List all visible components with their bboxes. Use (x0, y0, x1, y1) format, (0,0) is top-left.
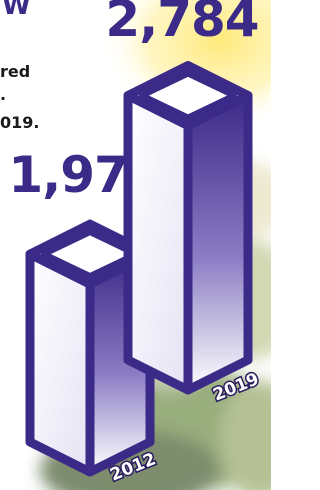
bar-side-face (188, 96, 248, 390)
cropped-text: . (0, 85, 6, 104)
bar-front-face (30, 254, 90, 472)
bar-front-face (128, 96, 188, 390)
value-label: 2,784 (105, 0, 258, 48)
cropped-text: red (0, 62, 30, 81)
bar (128, 66, 248, 390)
cropped-text: 019. (0, 113, 39, 132)
cropped-heading: W (2, 0, 31, 21)
